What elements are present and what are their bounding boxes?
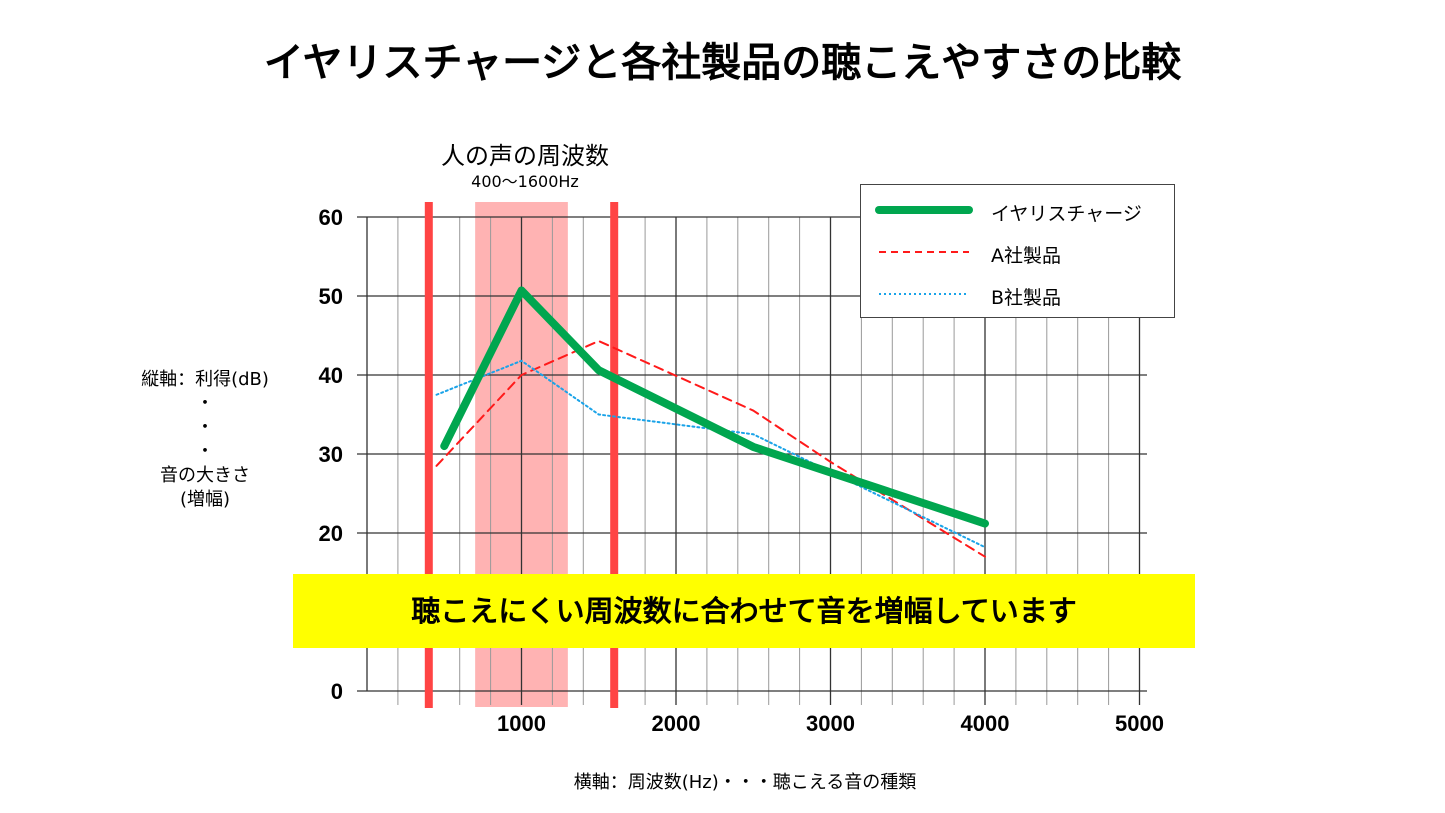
y-tick-label: 0 <box>331 679 343 704</box>
y-label-line: ・ <box>196 393 214 414</box>
y-tick-label: 40 <box>319 363 343 388</box>
y-tick-label: 60 <box>319 205 343 230</box>
y-tick-label: 30 <box>319 442 343 467</box>
legend-item: B社製品 <box>861 279 1174 309</box>
legend-label: B社製品 <box>991 287 1062 309</box>
y-label-line: 縦軸：利得(dB) <box>141 369 269 390</box>
y-label-line: (増幅) <box>179 489 231 510</box>
highlight-banner: 聴こえにくい周波数に合わせて音を増幅しています <box>293 574 1195 648</box>
x-tick-label: 2000 <box>652 711 701 736</box>
y-label-line: ・ <box>196 441 214 462</box>
x-tick-label: 3000 <box>806 711 855 736</box>
band-subtitle: 400〜1600Hz <box>471 172 579 191</box>
legend-item: A社製品 <box>861 237 1174 267</box>
y-tick-label: 50 <box>319 284 343 309</box>
legend-label: A社製品 <box>991 245 1061 267</box>
legend-item: イヤリスチャージ <box>861 195 1174 225</box>
y-axis-label: 縦軸：利得(dB) ・ ・ ・ 音の大きさ (増幅) <box>110 368 300 512</box>
x-axis-label: 横軸：周波数(Hz)・・・聴こえる音の種類 <box>573 772 917 793</box>
x-tick-label: 1000 <box>497 711 546 736</box>
y-label-line: ・ <box>196 417 214 438</box>
legend-label: イヤリスチャージ <box>991 203 1142 225</box>
y-tick-label: 20 <box>319 521 343 546</box>
band-boundary-line <box>610 202 619 708</box>
legend-swatch-dotted <box>879 293 969 295</box>
x-tick-label: 4000 <box>961 711 1010 736</box>
chart-title: イヤリスチャージと各社製品の聴こえやすさの比較 <box>263 40 1182 86</box>
legend-swatch-solid <box>875 206 973 214</box>
y-label-line: 音の大きさ <box>160 465 250 486</box>
x-tick-label: 5000 <box>1115 711 1164 736</box>
legend: イヤリスチャージ A社製品 B社製品 <box>860 184 1175 318</box>
legend-swatch-dashed <box>879 251 969 253</box>
series-line-0 <box>440 286 989 528</box>
band-boundary-line <box>424 202 433 708</box>
band-title: 人の声の周波数 <box>441 142 609 170</box>
